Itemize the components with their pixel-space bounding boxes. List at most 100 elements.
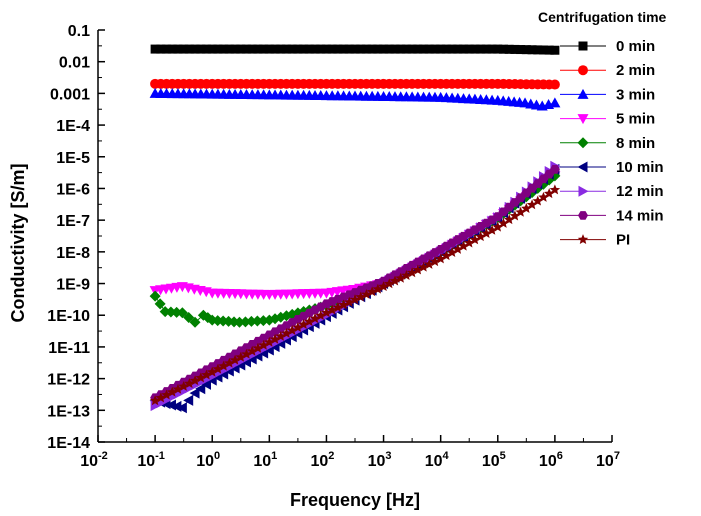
data-point: [389, 275, 401, 286]
y-tick-label: 1E-13: [47, 403, 90, 420]
data-point: [378, 281, 389, 292]
data-point: [245, 315, 257, 327]
data-point: [367, 44, 377, 54]
data-point: [310, 44, 320, 54]
data-point: [538, 45, 548, 55]
data-point: [149, 290, 161, 302]
data-point: [154, 298, 166, 310]
data-point: [321, 307, 332, 318]
data-point: [441, 44, 451, 54]
data-point: [355, 291, 366, 302]
data-point: [379, 44, 389, 54]
data-point: [264, 44, 274, 54]
data-point: [176, 307, 188, 319]
data-point: [515, 206, 526, 217]
legend-item: 2 min: [560, 62, 655, 79]
data-point: [241, 44, 251, 54]
data-point: [178, 380, 189, 391]
data-point: [396, 44, 406, 54]
data-point: [487, 44, 497, 54]
data-point: [299, 44, 309, 54]
data-point: [233, 316, 245, 328]
x-tick-label: 10-1: [137, 450, 165, 470]
data-point: [532, 195, 543, 206]
series-2-min: [150, 78, 560, 90]
data-point: [259, 44, 269, 54]
data-point: [269, 333, 281, 344]
legend-label: 0 min: [616, 38, 655, 55]
data-point: [251, 315, 263, 327]
y-tick-label: 0.1: [68, 23, 90, 40]
data-point: [549, 184, 561, 195]
x-tick-label: 106: [539, 450, 563, 470]
series-3-min: [149, 87, 561, 111]
data-point: [390, 44, 400, 54]
data-point: [430, 44, 440, 54]
legend-marker: [577, 161, 588, 173]
data-point: [332, 301, 344, 312]
legend-item: 0 min: [560, 38, 655, 55]
data-point: [526, 199, 538, 210]
legend-item: 10 min: [560, 159, 664, 176]
data-point: [195, 383, 206, 395]
data-point: [401, 44, 411, 54]
data-point: [384, 44, 394, 54]
y-tick-label: 1E-9: [56, 277, 90, 294]
x-axis-ticks: 10-2 10-1 100 101 102 103 104 105 106 107: [80, 435, 620, 470]
data-point: [407, 44, 417, 54]
y-tick-label: 1E-5: [56, 150, 90, 167]
data-point: [189, 387, 200, 399]
data-point: [503, 214, 515, 225]
data-point: [373, 44, 383, 54]
y-tick-label: 1E-11: [48, 340, 90, 357]
data-point: [224, 357, 235, 368]
data-point: [486, 224, 498, 235]
data-point: [201, 369, 212, 380]
data-point: [321, 44, 331, 54]
x-tick-label: 107: [596, 450, 620, 470]
data-point: [476, 44, 486, 54]
data-point: [458, 240, 469, 251]
series-5-min: [149, 171, 561, 301]
data-point: [246, 345, 258, 356]
data-point: [183, 311, 195, 323]
x-tick-label: 101: [253, 450, 277, 470]
data-point: [326, 304, 338, 315]
data-point: [366, 286, 378, 297]
data-point: [253, 44, 263, 54]
data-point: [292, 322, 304, 332]
data-point: [493, 44, 503, 54]
data-point: [372, 283, 384, 294]
data-point: [286, 324, 298, 335]
x-tick-label: 105: [482, 450, 506, 470]
data-point: [498, 217, 509, 228]
data-point: [315, 310, 326, 321]
data-point: [469, 234, 481, 245]
data-point: [447, 44, 457, 54]
data-point: [498, 44, 508, 54]
data-point: [424, 258, 435, 269]
data-point: [149, 395, 161, 406]
x-tick-label: 104: [425, 450, 450, 470]
data-point: [475, 231, 486, 242]
data-point: [533, 45, 543, 55]
y-tick-label: 0.001: [50, 86, 90, 103]
data-point: [184, 378, 195, 389]
data-point: [459, 44, 469, 54]
data-point: [350, 44, 360, 54]
data-point: [521, 45, 531, 55]
data-point: [184, 44, 194, 54]
y-tick-label: 1E-6: [56, 181, 90, 198]
data-point: [173, 44, 183, 54]
data-point: [189, 375, 201, 386]
data-point: [156, 44, 166, 54]
legend: Centrifugation time 0 min 2 min 3 min 5 min…: [538, 9, 667, 249]
data-point: [207, 44, 217, 54]
data-point: [418, 261, 429, 272]
data-point: [270, 44, 280, 54]
data-point: [212, 363, 224, 374]
data-point: [384, 278, 395, 289]
data-point: [504, 44, 514, 54]
data-point: [538, 191, 549, 202]
series-8-min: [149, 170, 561, 328]
